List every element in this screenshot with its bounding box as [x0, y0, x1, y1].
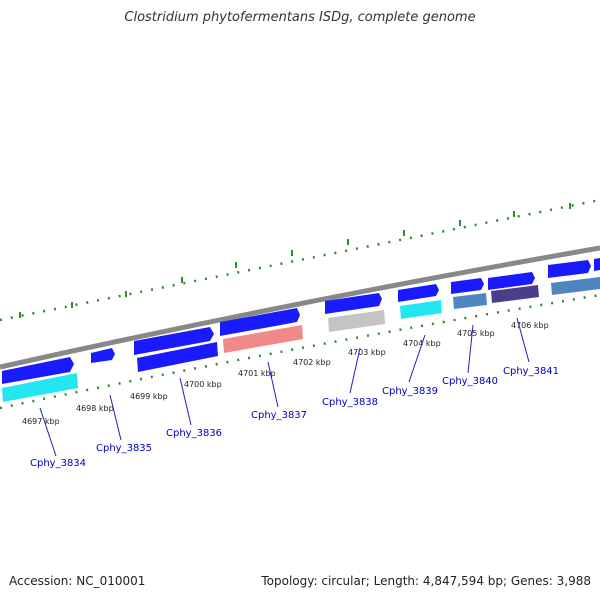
gene-arrow[interactable] [594, 258, 600, 271]
gene-row-lower [2, 277, 600, 402]
gene-label[interactable]: Cphy_3835 [96, 443, 152, 454]
gene-arrow[interactable] [451, 278, 484, 294]
gene-block[interactable] [223, 325, 303, 353]
kbp-label: 4701 kbp [238, 369, 276, 378]
inner-tick-ring [0, 293, 600, 410]
kbp-label: 4705 kbp [457, 329, 495, 338]
gene-block[interactable] [551, 277, 600, 295]
map-title: Clostridium phytofermentans ISDg, comple… [124, 10, 476, 25]
kbp-label: 4699 kbp [130, 392, 168, 401]
gene-labels: Cphy_3834 Cphy_3835 Cphy_3836 Cphy_3837 … [30, 366, 559, 469]
gene-block[interactable] [453, 293, 487, 309]
accession-label: Accession: NC_010001 [9, 574, 146, 588]
gene-arrow[interactable] [220, 308, 300, 336]
kbp-label: 4703 kbp [348, 348, 386, 357]
gene-label[interactable]: Cphy_3837 [251, 410, 307, 421]
gene-arrow[interactable] [398, 284, 439, 302]
gene-block[interactable] [137, 342, 218, 372]
gene-arrow[interactable] [325, 293, 382, 314]
gene-arrow[interactable] [91, 348, 115, 363]
label-leaders [39, 317, 530, 457]
kbp-label: 4697 kbp [22, 417, 60, 426]
gene-arrow[interactable] [2, 357, 74, 384]
kbp-label: 4698 kbp [76, 404, 114, 413]
gene-arrow[interactable] [134, 327, 214, 355]
kbp-label: 4702 kbp [293, 358, 331, 367]
gene-arrow[interactable] [548, 260, 591, 278]
gene-block[interactable] [400, 300, 442, 319]
gene-label[interactable]: Cphy_3841 [503, 366, 559, 377]
kbp-label: 4700 kbp [184, 380, 222, 389]
gene-label[interactable]: Cphy_3839 [382, 386, 438, 397]
topology-label: Topology: circular; Length: 4,847,594 bp… [261, 574, 591, 588]
gene-label[interactable]: Cphy_3838 [322, 397, 378, 408]
gene-label[interactable]: Cphy_3836 [166, 428, 222, 439]
kbp-label: 4706 kbp [511, 321, 549, 330]
gene-block[interactable] [491, 285, 539, 303]
gene-block[interactable] [328, 310, 385, 332]
gene-row-upper [2, 258, 600, 384]
genome-backbone [0, 245, 600, 370]
outer-major-ticks [19, 203, 571, 318]
gene-block[interactable] [2, 373, 78, 402]
gene-label[interactable]: Cphy_3834 [30, 458, 86, 469]
gene-arrow[interactable] [488, 272, 535, 290]
gene-label[interactable]: Cphy_3840 [442, 376, 498, 387]
